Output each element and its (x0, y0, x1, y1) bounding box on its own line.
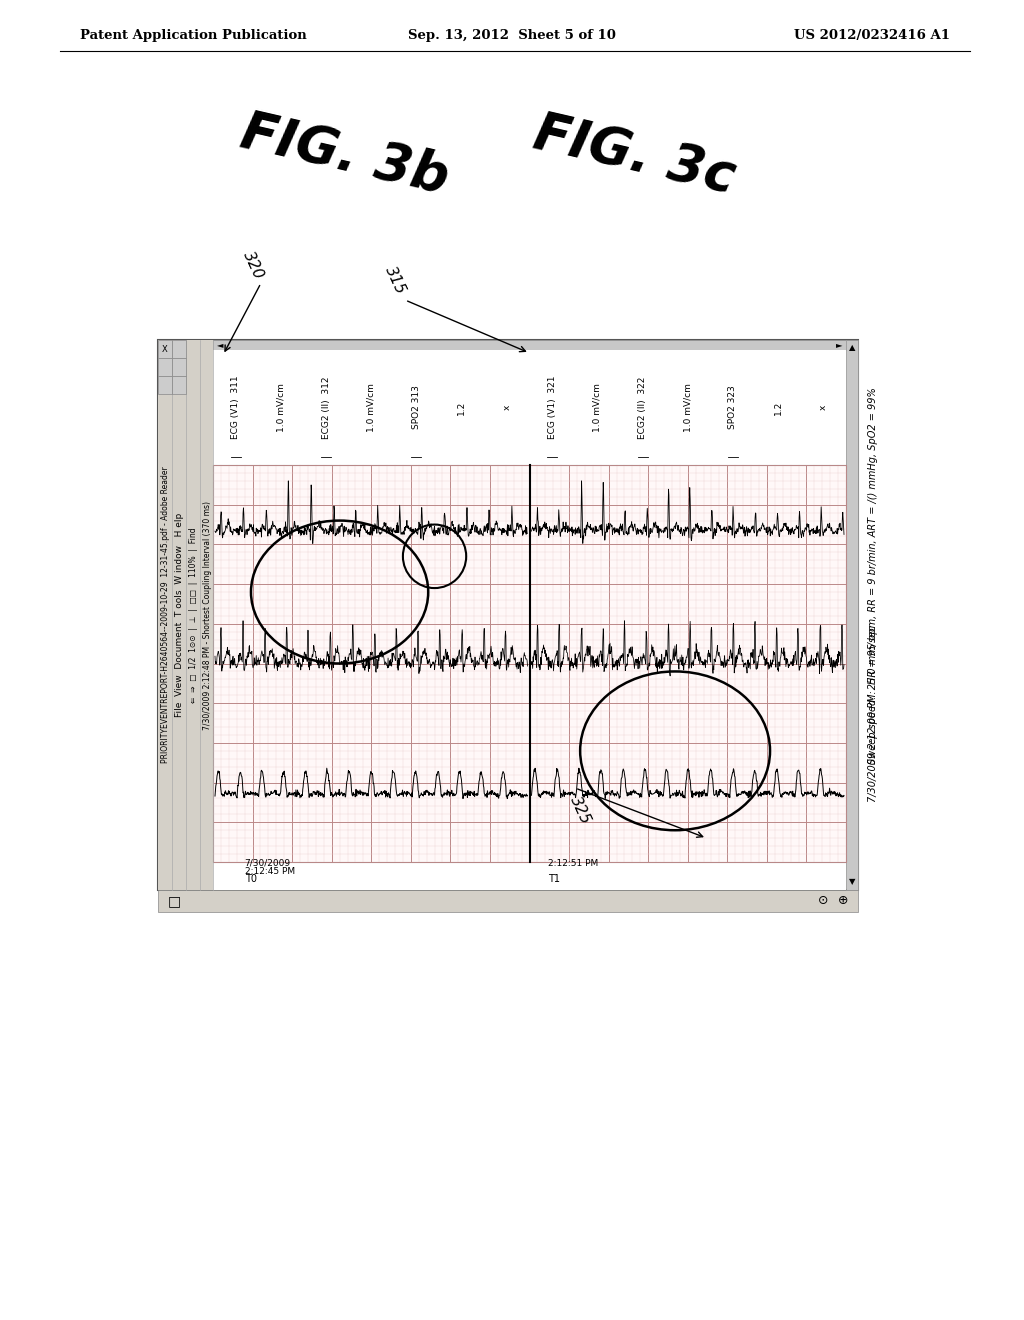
Text: US 2012/0232416 A1: US 2012/0232416 A1 (794, 29, 950, 41)
Text: x: x (819, 405, 827, 411)
Text: ◄: ◄ (217, 341, 223, 350)
Bar (172, 376, 186, 393)
Text: 315: 315 (382, 264, 408, 297)
Text: 1.0 mV/cm: 1.0 mV/cm (276, 383, 286, 432)
Text: □: □ (168, 894, 181, 908)
Bar (213, 350, 846, 890)
Text: Sep. 13, 2012  Sheet 5 of 10: Sep. 13, 2012 Sheet 5 of 10 (408, 29, 616, 41)
Text: ⊙: ⊙ (817, 895, 828, 908)
Text: ⇐  ⇒  □  1/2  1⊙⊙  |  ⊥  |  □□  |  110%  |  Find: ⇐ ⇒ □ 1/2 1⊙⊙ | ⊥ | □□ | 110% | Find (188, 527, 198, 702)
Bar (213, 350, 846, 465)
Text: 1.2: 1.2 (774, 400, 782, 414)
Text: ECG (V1)  311: ECG (V1) 311 (231, 376, 240, 440)
Text: x: x (503, 405, 511, 411)
Text: FIG. 3c: FIG. 3c (529, 107, 740, 203)
Bar (158, 341, 172, 358)
Bar (172, 358, 186, 376)
Text: 7/30/2009 2:12:00 PM:  HR = 95 bpm, RR = 9 br/min, ART = /() mmHg, SpO2 = 99%: 7/30/2009 2:12:00 PM: HR = 95 bpm, RR = … (868, 388, 878, 803)
Text: ⊕: ⊕ (838, 895, 848, 908)
Text: FIG. 3b: FIG. 3b (236, 106, 454, 205)
Text: T1: T1 (549, 874, 560, 884)
Text: 1.0 mV/cm: 1.0 mV/cm (683, 383, 692, 432)
Text: ►: ► (836, 341, 842, 350)
Bar (158, 358, 172, 376)
Text: ▼: ▼ (849, 878, 855, 887)
Bar (213, 341, 846, 350)
Text: 325: 325 (567, 793, 593, 826)
Text: 320: 320 (240, 248, 266, 281)
Text: File  View  Document  T ools  W indow   H elp: File View Document T ools W indow H elp (174, 513, 183, 717)
Bar (158, 890, 858, 912)
Text: X: X (162, 345, 168, 354)
Text: SPO2 323: SPO2 323 (728, 385, 737, 429)
Text: 2:12:45 PM: 2:12:45 PM (245, 867, 295, 876)
Bar (213, 465, 846, 862)
Text: Patent Application Publication: Patent Application Publication (80, 29, 307, 41)
Text: ▲: ▲ (849, 343, 855, 352)
Bar (158, 341, 213, 890)
Bar (172, 341, 186, 358)
Text: 7/30/2009 2:12:48 PM - Shortest Coupling Interval (370 ms): 7/30/2009 2:12:48 PM - Shortest Coupling… (203, 500, 212, 730)
Text: 1.2: 1.2 (457, 400, 466, 414)
Text: Sweep speed:  25.0 mm/sec: Sweep speed: 25.0 mm/sec (868, 626, 878, 764)
Text: ECG2 (II)  312: ECG2 (II) 312 (322, 376, 331, 438)
Text: 1.0 mV/cm: 1.0 mV/cm (593, 383, 602, 432)
Bar (846, 341, 858, 890)
Bar (158, 341, 858, 890)
Text: 2:12:51 PM: 2:12:51 PM (549, 859, 599, 869)
Text: 1.0 mV/cm: 1.0 mV/cm (367, 383, 376, 432)
Bar (158, 376, 172, 393)
Text: ECG (V1)  321: ECG (V1) 321 (548, 376, 557, 440)
Text: 7/30/2009: 7/30/2009 (245, 859, 291, 869)
Text: PRIORITYEVENTREPORT-H2640564--2009-10-29  12-31-45.pdf - Adobe Reader: PRIORITYEVENTREPORT-H2640564--2009-10-29… (161, 467, 170, 763)
Text: T0: T0 (245, 874, 257, 884)
Text: SPO2 313: SPO2 313 (412, 385, 421, 429)
Text: ECG2 (II)  322: ECG2 (II) 322 (638, 376, 647, 438)
